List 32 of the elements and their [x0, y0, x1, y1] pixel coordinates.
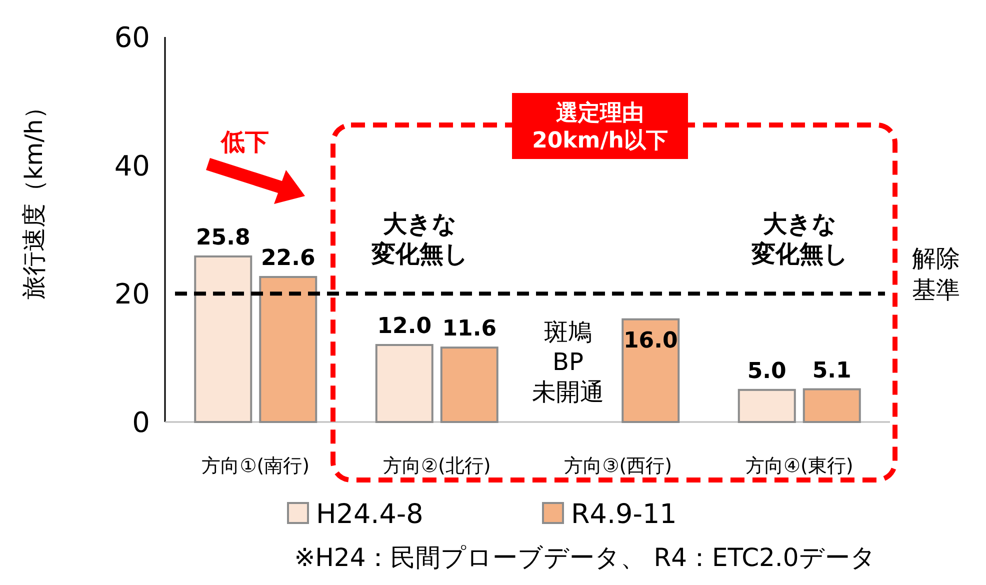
- annotation: 大きな変化無し: [370, 210, 468, 268]
- legend-label: H24.4-8: [316, 499, 424, 530]
- y-axis-title: 旅行速度（km/h）: [20, 95, 48, 300]
- annotation: 選定理由 20km/h以下: [532, 100, 668, 154]
- legend-label: R4.9-11: [571, 499, 677, 530]
- bar: [440, 346, 498, 423]
- data-label: 16.0: [623, 328, 678, 354]
- text: ※H24：民間プローブデータ、 R4：ETC2.0データ: [294, 543, 876, 572]
- data-label: 11.6: [442, 316, 497, 342]
- y-tick-label: 0: [132, 406, 150, 439]
- annotation: 斑鳩 BP 未開通: [532, 318, 604, 406]
- x-tick-label: 方向②(北行): [382, 455, 491, 477]
- y-tick-label: 40: [114, 149, 150, 182]
- bar: [802, 388, 861, 423]
- bar: [622, 318, 680, 423]
- ref-line-label: 解除基準: [912, 244, 960, 304]
- data-label: 5.0: [747, 358, 786, 384]
- annotation: 大きな変化無し: [750, 210, 848, 268]
- x-tick-label: 方向④(東行): [745, 455, 854, 477]
- data-label: 22.6: [260, 246, 316, 271]
- data-label: 12.0: [377, 314, 432, 339]
- data-label: 5.1: [812, 358, 852, 384]
- x-tick-label: 方向①(南行): [202, 455, 310, 477]
- y-tick-label: 60: [114, 21, 150, 54]
- bar: [259, 276, 318, 423]
- y-tick-label: 20: [114, 278, 150, 311]
- annotation: 低下: [220, 128, 269, 156]
- bar: [375, 344, 434, 423]
- x-tick-label: 方向③(西行): [564, 455, 672, 477]
- bar: [738, 388, 796, 423]
- data-label: 25.8: [196, 225, 250, 250]
- bar: [194, 255, 252, 423]
